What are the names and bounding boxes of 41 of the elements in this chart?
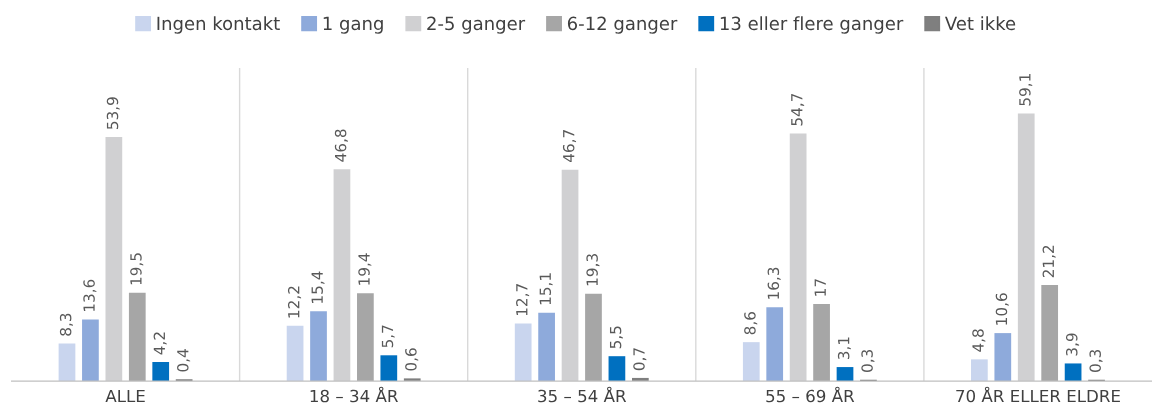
data-label: 16,3 (767, 267, 781, 299)
data-label: 5,5 (609, 326, 623, 349)
legend-label: 13 eller flere ganger (720, 16, 904, 34)
data-label: 53,9 (106, 97, 120, 130)
data-label: 19,5 (130, 253, 144, 285)
data-label: 15,1 (539, 273, 553, 305)
data-label: 46,7 (562, 130, 577, 163)
data-label: 0,3 (1089, 349, 1103, 372)
data-label: 46,8 (334, 129, 348, 162)
data-label: 21,2 (1042, 245, 1056, 278)
data-label: 59,1 (1019, 74, 1033, 106)
data-label: 15,4 (311, 271, 325, 303)
x-tick-label: 55 – 69 ÅR (766, 386, 855, 403)
legend-label: Vet ikke (944, 16, 1016, 31)
data-label: 4,8 (972, 329, 986, 352)
data-label: 3,1 (837, 337, 851, 360)
data-label: 54,7 (791, 93, 805, 126)
legend-label: Ingen kontakt (157, 16, 280, 34)
data-label: 12,7 (516, 284, 530, 316)
data-label: 17 (814, 279, 826, 296)
data-label: 0,7 (633, 348, 647, 371)
x-tick-label: 70 ÅR ELLER ELDRE (956, 386, 1120, 403)
data-label: 3,9 (1065, 333, 1080, 356)
data-label: 19,4 (358, 253, 372, 285)
x-tick-label: 18 – 34 ÅR (310, 386, 398, 403)
x-tick-label: ALLE (105, 389, 145, 403)
data-label: 12,2 (287, 286, 302, 318)
data-label: 10,6 (995, 293, 1009, 325)
legend-label: 6-12 ganger (567, 16, 678, 34)
data-label: 8,6 (744, 312, 758, 335)
data-label: 13,6 (83, 279, 97, 312)
data-label: 0,6 (405, 348, 419, 371)
x-tick-label: 35 – 54 ÅR (538, 386, 627, 403)
data-label: 19,3 (586, 254, 600, 286)
legend-label: 1 gang (323, 16, 383, 34)
data-label: 0,3 (861, 349, 875, 372)
legend-label: 2-5 ganger (427, 16, 526, 34)
data-label: 4,2 (153, 332, 167, 355)
data-label: 8,3 (59, 313, 73, 336)
data-label: 5,7 (381, 325, 395, 348)
data-label: 0,4 (177, 349, 191, 372)
